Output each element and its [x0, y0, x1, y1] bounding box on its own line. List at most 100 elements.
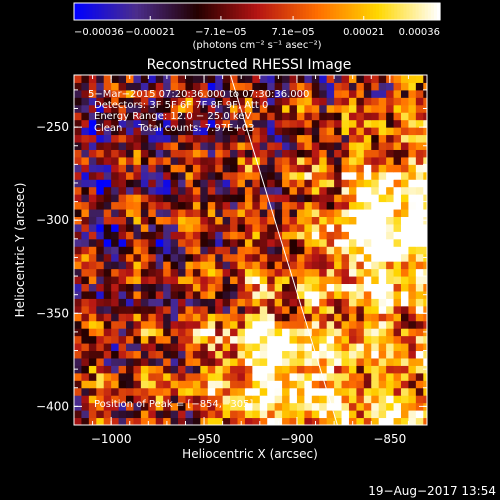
- heatmap-cell: [222, 328, 231, 337]
- heatmap-cell: [88, 328, 97, 337]
- heatmap-cell: [408, 343, 417, 352]
- heatmap-cell: [140, 387, 149, 396]
- heatmap-cell: [178, 112, 186, 121]
- heatmap-cell: [400, 328, 409, 337]
- heatmap-cell: [215, 290, 224, 299]
- heatmap-cell: [371, 372, 380, 381]
- heatmap-cell: [244, 380, 253, 389]
- heatmap-cell: [326, 387, 335, 396]
- heatmap-cell: [386, 104, 395, 113]
- heatmap-cell: [215, 201, 224, 210]
- heatmap-cell: [140, 402, 149, 411]
- heatmap-cell: [267, 186, 276, 195]
- heatmap-cell: [296, 372, 305, 381]
- heatmap-cell: [155, 298, 164, 307]
- heatmap-cell: [170, 402, 179, 411]
- heatmap-cell: [356, 171, 365, 180]
- heatmap-cell: [408, 246, 417, 255]
- heatmap-cell: [155, 410, 164, 419]
- heatmap-cell: [170, 194, 179, 203]
- heatmap-cell: [185, 119, 194, 128]
- heatmap-cell: [274, 201, 283, 210]
- heatmap-cell: [148, 97, 157, 106]
- heatmap-cell: [237, 119, 246, 128]
- heatmap-cell: [289, 201, 298, 210]
- heatmap-cell: [163, 313, 172, 322]
- heatmap-cell: [296, 82, 305, 91]
- heatmap-cell: [163, 350, 172, 359]
- heatmap-cell: [334, 417, 343, 425]
- heatmap-cell: [81, 156, 90, 165]
- colorbar-cell: [211, 3, 215, 20]
- heatmap-cell: [185, 127, 194, 136]
- heatmap-cell: [81, 231, 90, 240]
- heatmap-cell: [88, 246, 97, 255]
- heatmap-cell: [118, 156, 127, 165]
- peak-position-label: Position of Peak = [−854,−305]: [94, 399, 253, 410]
- colorbar-cell: [266, 3, 270, 20]
- heatmap-cell: [185, 365, 194, 374]
- heatmap-cell: [282, 387, 291, 396]
- heatmap-cell: [341, 350, 350, 359]
- heatmap-cell: [178, 365, 186, 374]
- heatmap-cell: [200, 283, 209, 292]
- heatmap-cell: [267, 156, 276, 165]
- colorbar-cell: [345, 3, 350, 20]
- heatmap-cell: [371, 142, 380, 150]
- heatmap-cell: [348, 112, 357, 121]
- colorbar-cell: [336, 3, 340, 20]
- heatmap-cell: [408, 216, 417, 225]
- heatmap-cell: [118, 395, 127, 404]
- heatmap-cell: [148, 127, 157, 136]
- heatmap-cell: [170, 261, 179, 270]
- heatmap-cell: [334, 402, 343, 411]
- heatmap-cell: [140, 104, 149, 113]
- heatmap-cell: [88, 283, 97, 292]
- heatmap-cell: [400, 75, 409, 83]
- heatmap-cell: [96, 290, 105, 299]
- heatmap-cell: [259, 253, 268, 262]
- heatmap-cell: [304, 253, 313, 262]
- heatmap-cell: [348, 357, 357, 366]
- heatmap-cell: [111, 75, 120, 83]
- heatmap-cell: [393, 97, 402, 106]
- heatmap-cell: [363, 209, 372, 217]
- heatmap-cell: [319, 201, 328, 210]
- heatmap-cell: [356, 410, 365, 419]
- colorbar-cell: [253, 3, 258, 20]
- heatmap-cell: [415, 268, 424, 277]
- heatmap-cell: [74, 238, 82, 247]
- heatmap-cell: [118, 313, 127, 322]
- heatmap-cell: [178, 104, 186, 113]
- heatmap-cell: [267, 231, 276, 240]
- heatmap-cell: [423, 298, 427, 307]
- heatmap-cell: [244, 268, 253, 277]
- heatmap-cell: [356, 104, 365, 113]
- heatmap-cell: [178, 328, 186, 337]
- heatmap-cell: [378, 127, 387, 136]
- heatmap-cell: [222, 97, 231, 106]
- heatmap-cell: [319, 305, 328, 314]
- heatmap-cell: [400, 97, 409, 106]
- heatmap-cell: [185, 142, 194, 150]
- heatmap-cell: [378, 357, 387, 366]
- heatmap-cell: [282, 223, 291, 232]
- heatmap-cell: [96, 194, 105, 203]
- heatmap-cell: [237, 261, 246, 270]
- heatmap-cell: [348, 350, 357, 359]
- heatmap-cell: [296, 149, 305, 158]
- colorbar-cell: [357, 3, 362, 20]
- heatmap-cell: [356, 313, 365, 322]
- heatmap-cell: [326, 89, 335, 98]
- heatmap-cell: [363, 380, 372, 389]
- heatmap-cell: [192, 186, 201, 195]
- heatmap-cell: [81, 179, 90, 188]
- heatmap-cell: [81, 387, 90, 396]
- heatmap-cell: [230, 365, 238, 374]
- heatmap-cell: [423, 268, 427, 277]
- heatmap-cell: [207, 82, 216, 91]
- heatmap-cell: [386, 216, 395, 225]
- heatmap-cell: [148, 298, 157, 307]
- heatmap-cell: [237, 238, 246, 247]
- heatmap-cell: [111, 149, 120, 158]
